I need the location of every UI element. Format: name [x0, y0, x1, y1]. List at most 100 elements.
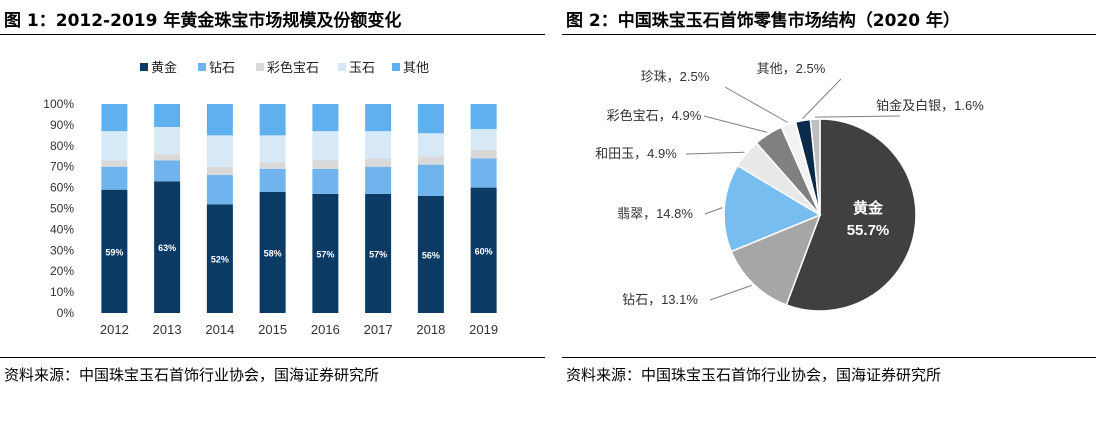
bar-segment: [417, 156, 444, 165]
legend-label: 其他: [403, 60, 429, 75]
y-tick-label: 80%: [50, 139, 74, 153]
data-label: 57%: [316, 249, 334, 259]
x-tick-label: 2012: [100, 322, 129, 337]
y-tick-label: 30%: [50, 243, 74, 257]
bar-segment: [101, 166, 128, 190]
stacked-bar-chart: 黄金 钻石 彩色宝石 玉石 其他 0% 10% 20% 30% 40% 50% 60% 70% 80% 90…: [43, 60, 498, 337]
bar-segment: [312, 160, 339, 169]
bar-segment: [365, 104, 392, 132]
title-divider: [562, 34, 1096, 35]
bar-segment: [101, 131, 128, 161]
slice-label: 彩色宝石，4.9%: [607, 108, 702, 123]
y-tick-label: 10%: [50, 285, 74, 299]
bar-segment: [206, 204, 233, 313]
leader-line: [704, 207, 723, 215]
pie-figure: 图 2：中国珠宝玉石首饰零售市场结构（2020 年） 黄金 55.7% 钻石，13.…: [562, 0, 1096, 423]
x-tick-label: 2014: [205, 322, 234, 337]
bar-segment: [365, 166, 392, 194]
legend-swatch: [338, 63, 346, 71]
x-tick-label: 2015: [258, 322, 287, 337]
bar-segment: [154, 126, 181, 155]
bar-segment: [206, 104, 233, 136]
figure-1-source: 资料来源：中国珠宝玉石首饰行业协会，国海证券研究所: [4, 366, 380, 384]
legend-label: 彩色宝石: [267, 60, 319, 75]
bar-segment: [365, 158, 392, 167]
y-tick-label: 50%: [50, 202, 74, 216]
bar-segment: [312, 104, 339, 132]
slice-label: 钻石，13.1%: [622, 292, 698, 307]
source-divider: [562, 357, 1096, 358]
bar-segment: [259, 135, 286, 163]
y-tick-label: 0%: [57, 306, 75, 320]
data-label: 60%: [475, 246, 493, 256]
data-label: 56%: [422, 250, 440, 260]
legend-swatch: [140, 63, 148, 71]
slice-label: 黄金: [853, 199, 884, 217]
figure-2-source: 资料来源：中国珠宝玉石首饰行业协会，国海证券研究所: [566, 366, 942, 384]
bar-segment: [417, 195, 444, 313]
bar-segment: [154, 181, 181, 313]
bar-segment: [101, 160, 128, 167]
bar-segment: [259, 104, 286, 136]
pie-slice: [809, 118, 821, 216]
x-tick-label: 2017: [364, 322, 393, 337]
slice-label: 翡翠，14.8%: [617, 206, 693, 221]
bar-segment: [365, 131, 392, 159]
bar-segment: [101, 189, 128, 313]
x-tick-label: 2019: [469, 322, 498, 337]
figure-2-title: 图 2：中国珠宝玉石首饰零售市场结构（2020 年）: [566, 11, 960, 31]
bar-segment: [417, 133, 444, 157]
slice-value-label: 55.7%: [847, 222, 890, 239]
leader-line: [724, 86, 788, 123]
pie-chart: 黄金 55.7% 钻石，13.1% 翡翠，14.8% 和田玉，4.9% 彩色宝石，4.9%…: [595, 61, 984, 312]
y-tick-label: 100%: [43, 97, 74, 111]
data-label: 59%: [105, 247, 123, 257]
pie-slice: [723, 164, 822, 253]
x-tick-label: 2013: [153, 322, 182, 337]
leader-line: [703, 115, 768, 133]
legend-label: 黄金: [151, 60, 177, 75]
data-label: 57%: [369, 249, 387, 259]
bar-segment: [101, 104, 128, 132]
bar-segment: [154, 154, 181, 161]
bar-segment: [470, 149, 497, 159]
data-label: 58%: [264, 248, 282, 258]
bar-segment: [154, 160, 181, 182]
bar-segment: [470, 158, 497, 188]
bar-segment: [470, 104, 497, 130]
x-tick-label: 2018: [416, 322, 445, 337]
y-tick-label: 60%: [50, 181, 74, 195]
figure-1-title: 图 1：2012-2019 年黄金珠宝市场规模及份额变化: [4, 11, 402, 31]
leader-line: [709, 284, 752, 301]
bar-segment: [417, 104, 444, 134]
data-label: 63%: [158, 243, 176, 253]
source-divider: [0, 357, 545, 358]
bar-segment: [154, 104, 181, 127]
bar-segment: [206, 175, 233, 205]
slice-label: 珍珠，2.5%: [641, 69, 710, 84]
leader-line: [815, 115, 901, 118]
legend-swatch: [198, 63, 206, 71]
bar-segment: [365, 193, 392, 313]
title-divider: [0, 34, 545, 35]
bar-segment: [259, 168, 286, 192]
bar-segment: [206, 135, 233, 167]
legend-swatch: [392, 63, 400, 71]
bar-segment: [312, 193, 339, 313]
data-label: 52%: [211, 255, 229, 265]
bar-segment: [206, 166, 233, 176]
bar-segment: [470, 187, 497, 313]
bar-segment: [259, 191, 286, 313]
pie-slice: [730, 213, 822, 306]
leader-line: [685, 151, 745, 155]
y-tick-label: 70%: [50, 160, 74, 174]
slice-label: 其他，2.5%: [757, 61, 826, 76]
slice-label: 铂金及白银，1.6%: [876, 98, 984, 113]
legend-swatch: [256, 63, 264, 71]
bar-segment: [417, 164, 444, 196]
y-tick-label: 40%: [50, 222, 74, 236]
pie-slice: [785, 118, 917, 312]
stacked-bar-figure: 图 1：2012-2019 年黄金珠宝市场规模及份额变化 黄金 钻石 彩色宝石 玉石 其…: [0, 0, 545, 423]
leader-line: [802, 78, 842, 119]
legend-label: 玉石: [349, 60, 375, 75]
